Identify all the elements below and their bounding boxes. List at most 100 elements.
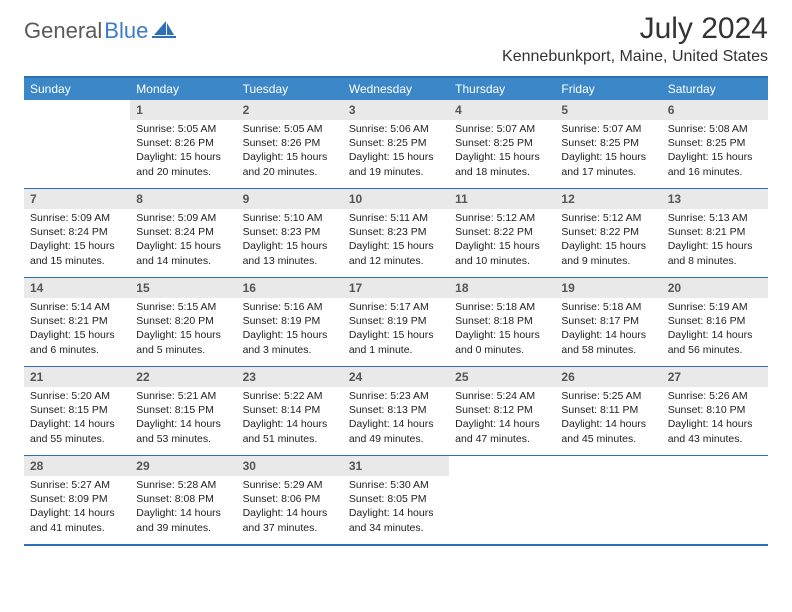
cell-line: Sunset: 8:23 PM (243, 225, 337, 239)
cell-line: Sunset: 8:19 PM (243, 314, 337, 328)
cell-details: Sunrise: 5:05 AMSunset: 8:26 PMDaylight:… (130, 122, 236, 179)
calendar-cell: 12Sunrise: 5:12 AMSunset: 8:22 PMDayligh… (555, 189, 661, 277)
cell-line: and 53 minutes. (136, 432, 230, 446)
calendar-cell: 3Sunrise: 5:06 AMSunset: 8:25 PMDaylight… (343, 100, 449, 188)
calendar-cell: 17Sunrise: 5:17 AMSunset: 8:19 PMDayligh… (343, 278, 449, 366)
day-number: 12 (555, 189, 661, 209)
week-row: 21Sunrise: 5:20 AMSunset: 8:15 PMDayligh… (24, 367, 768, 456)
cell-line: Daylight: 15 hours (243, 239, 337, 253)
calendar-cell: 28Sunrise: 5:27 AMSunset: 8:09 PMDayligh… (24, 456, 130, 544)
cell-line: and 13 minutes. (243, 254, 337, 268)
cell-line: Sunrise: 5:19 AM (668, 300, 762, 314)
cell-line: Sunrise: 5:07 AM (561, 122, 655, 136)
cell-line: Daylight: 14 hours (349, 506, 443, 520)
cell-line: and 47 minutes. (455, 432, 549, 446)
day-number: 21 (24, 367, 130, 387)
calendar-cell: 21Sunrise: 5:20 AMSunset: 8:15 PMDayligh… (24, 367, 130, 455)
cell-details: Sunrise: 5:15 AMSunset: 8:20 PMDaylight:… (130, 300, 236, 357)
day-number: 28 (24, 456, 130, 476)
calendar-cell (449, 456, 555, 544)
weeks-container: 1Sunrise: 5:05 AMSunset: 8:26 PMDaylight… (24, 100, 768, 546)
calendar-cell: 27Sunrise: 5:26 AMSunset: 8:10 PMDayligh… (662, 367, 768, 455)
location-label: Kennebunkport, Maine, United States (502, 48, 768, 66)
cell-line: Sunrise: 5:22 AM (243, 389, 337, 403)
day-number: 19 (555, 278, 661, 298)
cell-details: Sunrise: 5:27 AMSunset: 8:09 PMDaylight:… (24, 478, 130, 535)
day-number: 3 (343, 100, 449, 120)
cell-line: Sunset: 8:23 PM (349, 225, 443, 239)
cell-line: Sunrise: 5:13 AM (668, 211, 762, 225)
cell-details: Sunrise: 5:05 AMSunset: 8:26 PMDaylight:… (237, 122, 343, 179)
cell-line: Sunrise: 5:18 AM (455, 300, 549, 314)
week-row: 1Sunrise: 5:05 AMSunset: 8:26 PMDaylight… (24, 100, 768, 189)
cell-line: and 51 minutes. (243, 432, 337, 446)
cell-line: Daylight: 15 hours (561, 239, 655, 253)
cell-line: and 10 minutes. (455, 254, 549, 268)
cell-details: Sunrise: 5:07 AMSunset: 8:25 PMDaylight:… (555, 122, 661, 179)
day-number: 25 (449, 367, 555, 387)
cell-details: Sunrise: 5:28 AMSunset: 8:08 PMDaylight:… (130, 478, 236, 535)
cell-line: Sunset: 8:25 PM (668, 136, 762, 150)
cell-line: Daylight: 15 hours (243, 150, 337, 164)
day-headers-row: SundayMondayTuesdayWednesdayThursdayFrid… (24, 78, 768, 100)
cell-details: Sunrise: 5:30 AMSunset: 8:05 PMDaylight:… (343, 478, 449, 535)
cell-line: and 17 minutes. (561, 165, 655, 179)
cell-line: and 0 minutes. (455, 343, 549, 357)
cell-details: Sunrise: 5:18 AMSunset: 8:17 PMDaylight:… (555, 300, 661, 357)
cell-line: and 45 minutes. (561, 432, 655, 446)
calendar-cell: 8Sunrise: 5:09 AMSunset: 8:24 PMDaylight… (130, 189, 236, 277)
cell-line: Daylight: 15 hours (349, 328, 443, 342)
day-number: 4 (449, 100, 555, 120)
cell-line: and 18 minutes. (455, 165, 549, 179)
day-header: Wednesday (343, 78, 449, 100)
day-header: Tuesday (237, 78, 343, 100)
day-number: 18 (449, 278, 555, 298)
day-header: Sunday (24, 78, 130, 100)
cell-line: and 3 minutes. (243, 343, 337, 357)
cell-line: Sunrise: 5:11 AM (349, 211, 443, 225)
cell-line: Sunset: 8:14 PM (243, 403, 337, 417)
calendar: SundayMondayTuesdayWednesdayThursdayFrid… (24, 76, 768, 546)
cell-line: Sunrise: 5:14 AM (30, 300, 124, 314)
day-number: 17 (343, 278, 449, 298)
day-number (662, 456, 768, 462)
cell-line: Sunset: 8:06 PM (243, 492, 337, 506)
day-number: 14 (24, 278, 130, 298)
cell-line: Daylight: 15 hours (349, 239, 443, 253)
cell-line: Sunrise: 5:18 AM (561, 300, 655, 314)
cell-line: Daylight: 15 hours (30, 328, 124, 342)
cell-line: Sunrise: 5:09 AM (30, 211, 124, 225)
cell-line: Sunrise: 5:26 AM (668, 389, 762, 403)
cell-line: Sunrise: 5:15 AM (136, 300, 230, 314)
cell-line: Sunrise: 5:12 AM (561, 211, 655, 225)
calendar-cell: 24Sunrise: 5:23 AMSunset: 8:13 PMDayligh… (343, 367, 449, 455)
calendar-cell: 10Sunrise: 5:11 AMSunset: 8:23 PMDayligh… (343, 189, 449, 277)
cell-line: and 39 minutes. (136, 521, 230, 535)
calendar-cell: 20Sunrise: 5:19 AMSunset: 8:16 PMDayligh… (662, 278, 768, 366)
cell-line: Sunrise: 5:05 AM (136, 122, 230, 136)
calendar-cell: 23Sunrise: 5:22 AMSunset: 8:14 PMDayligh… (237, 367, 343, 455)
cell-line: Sunset: 8:19 PM (349, 314, 443, 328)
cell-details: Sunrise: 5:14 AMSunset: 8:21 PMDaylight:… (24, 300, 130, 357)
calendar-cell: 15Sunrise: 5:15 AMSunset: 8:20 PMDayligh… (130, 278, 236, 366)
cell-line: Daylight: 14 hours (455, 417, 549, 431)
cell-line: Sunset: 8:11 PM (561, 403, 655, 417)
day-number: 29 (130, 456, 236, 476)
cell-line: Sunrise: 5:23 AM (349, 389, 443, 403)
cell-line: Sunset: 8:24 PM (30, 225, 124, 239)
cell-line: Daylight: 15 hours (349, 150, 443, 164)
cell-line: Daylight: 14 hours (136, 506, 230, 520)
cell-details: Sunrise: 5:09 AMSunset: 8:24 PMDaylight:… (24, 211, 130, 268)
day-header: Monday (130, 78, 236, 100)
day-number: 26 (555, 367, 661, 387)
cell-line: Sunset: 8:12 PM (455, 403, 549, 417)
cell-line: Sunset: 8:20 PM (136, 314, 230, 328)
cell-line: Daylight: 15 hours (136, 239, 230, 253)
cell-line: Sunrise: 5:20 AM (30, 389, 124, 403)
day-number: 9 (237, 189, 343, 209)
cell-line: and 16 minutes. (668, 165, 762, 179)
cell-line: and 58 minutes. (561, 343, 655, 357)
cell-line: Sunrise: 5:28 AM (136, 478, 230, 492)
day-header: Thursday (449, 78, 555, 100)
calendar-cell (555, 456, 661, 544)
